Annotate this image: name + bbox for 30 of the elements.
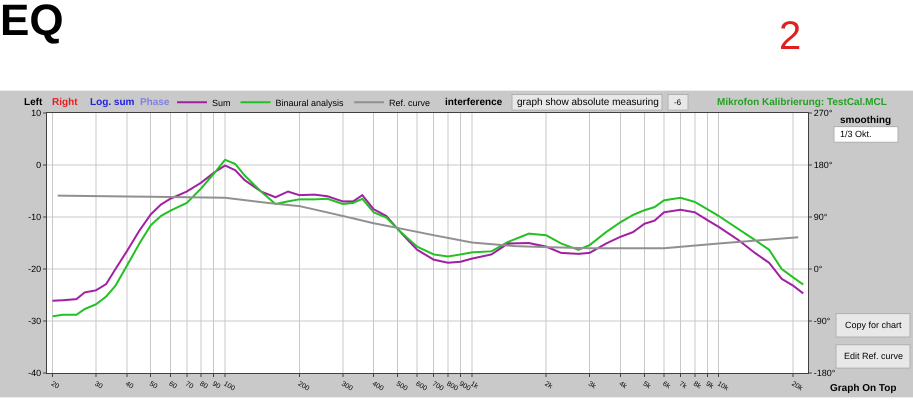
y-tick-label: 0 bbox=[36, 160, 42, 170]
text: Phase bbox=[140, 97, 170, 108]
y-tick-label: 10 bbox=[31, 108, 42, 118]
text: Left bbox=[24, 97, 43, 108]
legend-label: Ref. curve bbox=[389, 98, 430, 108]
y-tick-label: -40 bbox=[28, 368, 42, 378]
legend-label: Sum bbox=[212, 98, 231, 108]
text: Mikrofon Kalibrierung: TestCal.MCL bbox=[717, 97, 887, 108]
y-tick-label: -30 bbox=[28, 316, 42, 326]
text: interference bbox=[445, 97, 503, 108]
y2-tick-label: 90° bbox=[814, 212, 828, 222]
text: Right bbox=[52, 97, 78, 108]
y2-tick-label: 270° bbox=[814, 108, 833, 118]
text: Edit Ref. curve bbox=[844, 351, 904, 361]
legend-label: Binaural analysis bbox=[276, 98, 344, 108]
y-tick-label: -20 bbox=[28, 264, 42, 274]
text: Log. sum bbox=[90, 97, 135, 108]
chart-title: EQ bbox=[0, 0, 64, 45]
y2-tick-label: -90° bbox=[814, 316, 831, 326]
text: 1/3 Okt. bbox=[840, 129, 872, 139]
text: -6 bbox=[674, 98, 682, 107]
text: 2 bbox=[779, 14, 802, 58]
y2-tick-label: -180° bbox=[814, 368, 836, 378]
y2-tick-label: 180° bbox=[814, 160, 833, 170]
text: Graph On Top bbox=[830, 383, 896, 394]
text: Copy for chart bbox=[845, 320, 902, 330]
text: graph show absolute measuring bbox=[517, 97, 659, 108]
text: smoothing bbox=[840, 115, 892, 126]
y-tick-label: -10 bbox=[28, 212, 42, 222]
y2-tick-label: 0° bbox=[814, 264, 823, 274]
